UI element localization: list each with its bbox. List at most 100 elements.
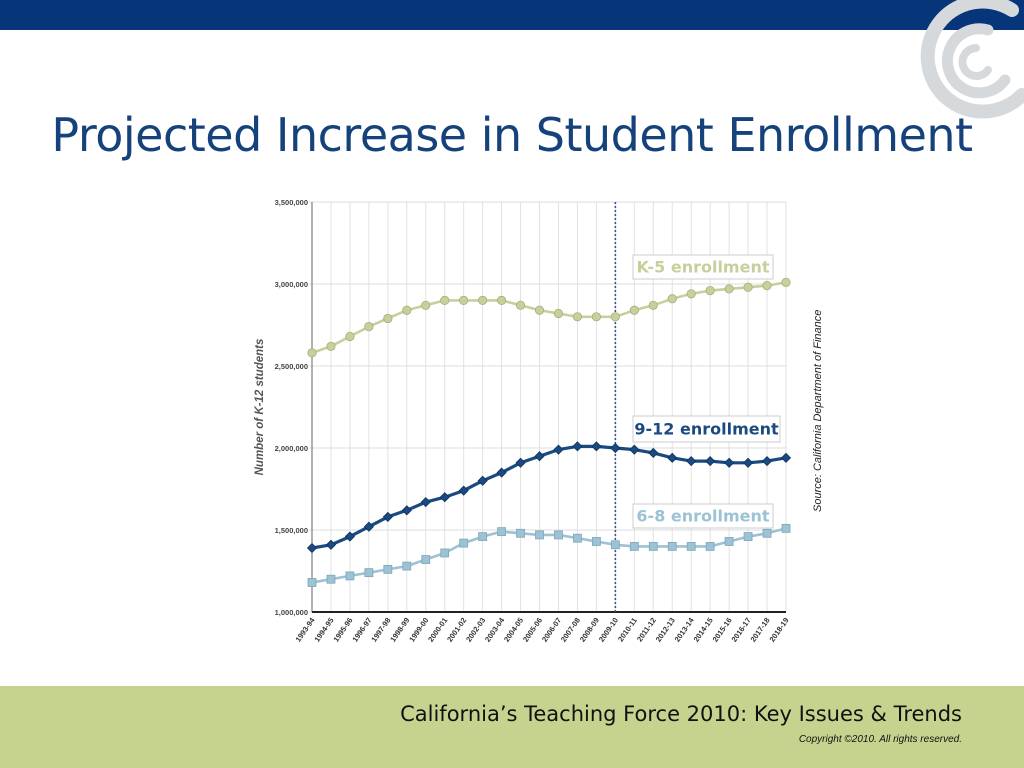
- series-line: [311, 444, 787, 550]
- data-point: [496, 467, 507, 478]
- series-label-box: [632, 503, 774, 529]
- data-point: [705, 456, 716, 467]
- data-point: [459, 538, 469, 548]
- top-banner: [0, 0, 1024, 30]
- y-tick-label: 1,500,000: [275, 526, 308, 535]
- data-point: [515, 300, 526, 310]
- data-point: [743, 532, 753, 541]
- data-point: [780, 452, 792, 463]
- data-point: [325, 539, 337, 550]
- data-point: [724, 284, 734, 294]
- data-point: [762, 528, 772, 538]
- series-label: 6-8 enrollment: [636, 507, 769, 526]
- data-point: [345, 331, 355, 342]
- data-point: [534, 305, 545, 315]
- y-tick-label: 1,000,000: [275, 608, 308, 617]
- data-point: [629, 541, 639, 551]
- swirl-logo-icon: [920, 0, 1024, 119]
- data-point: [402, 561, 412, 571]
- data-point: [553, 444, 564, 455]
- footer-band: California’s Teaching Force 2010: Key Is…: [0, 686, 1024, 768]
- enrollment-line-chart: 1,000,000 1,500,000 2,000,000 2,500,000 3,00…: [254, 198, 792, 644]
- data-point: [478, 532, 488, 541]
- data-point: [705, 285, 715, 296]
- y-tick-label: 3,500,000: [275, 198, 308, 207]
- data-point: [761, 456, 773, 467]
- data-point: [686, 289, 696, 299]
- data-point: [629, 305, 639, 315]
- data-point: [364, 568, 374, 578]
- y-tick-label: 2,500,000: [275, 362, 308, 371]
- data-point: [402, 305, 412, 315]
- data-point: [307, 348, 317, 358]
- y-tick-label: 2,000,000: [275, 444, 308, 453]
- data-point: [306, 542, 318, 554]
- data-point: [421, 555, 431, 564]
- data-point: [724, 537, 734, 546]
- data-point: [364, 322, 374, 332]
- data-point: [535, 530, 544, 540]
- data-point: [478, 295, 488, 306]
- data-point: [440, 295, 450, 306]
- series-line: [311, 281, 787, 355]
- data-point: [591, 537, 601, 546]
- data-point: [572, 312, 583, 322]
- footer-title: California’s Teaching Force 2010: Key Is…: [400, 702, 962, 726]
- data-point: [497, 527, 507, 537]
- footer-copyright: Copyright ©2010. All rights reserved.: [798, 734, 962, 745]
- data-point: [762, 281, 772, 291]
- data-point: [477, 475, 488, 486]
- data-point: [781, 277, 791, 287]
- data-point: [705, 541, 715, 551]
- slide-title: Projected Increase in Student Enrollment: [51, 108, 973, 162]
- data-point: [383, 564, 393, 574]
- data-point: [629, 444, 640, 455]
- data-point: [572, 441, 583, 452]
- data-point: [307, 578, 317, 587]
- data-point: [459, 295, 469, 306]
- data-point: [440, 548, 450, 558]
- series-label-box: [632, 254, 774, 280]
- data-point: [686, 541, 696, 551]
- data-point: [667, 541, 677, 551]
- data-point: [610, 442, 621, 454]
- data-point: [496, 295, 507, 306]
- data-point: [648, 300, 658, 310]
- data-point: [743, 457, 754, 468]
- series-label: K-5 enrollment: [636, 258, 769, 277]
- data-point: [724, 457, 735, 468]
- y-tick-label: 3,000,000: [275, 280, 308, 289]
- data-point: [591, 441, 602, 452]
- data-point: [591, 312, 601, 322]
- series-label: 9-12 enrollment: [634, 420, 779, 439]
- data-point: [344, 531, 355, 542]
- series-label-box: [632, 415, 781, 443]
- data-point: [648, 541, 658, 551]
- data-point: [534, 451, 545, 462]
- data-point: [781, 523, 791, 533]
- data-point: [383, 313, 393, 324]
- data-point: [515, 457, 526, 468]
- series-line: [311, 527, 787, 584]
- data-point: [553, 308, 564, 319]
- data-point: [363, 521, 374, 532]
- data-point: [326, 341, 336, 351]
- data-point: [648, 447, 659, 458]
- data-point: [610, 312, 620, 322]
- data-point: [326, 574, 336, 584]
- data-point: [421, 300, 431, 310]
- data-point: [610, 540, 620, 550]
- data-point: [345, 571, 355, 581]
- data-point: [686, 456, 697, 467]
- data-point: [743, 282, 753, 292]
- data-point: [401, 505, 412, 516]
- data-point: [573, 533, 582, 543]
- data-point: [554, 530, 563, 540]
- data-point: [667, 294, 677, 304]
- source-note: Source: California Department of Finance: [812, 309, 824, 512]
- data-point: [439, 492, 450, 503]
- data-point: [667, 452, 678, 463]
- y-axis-label: Number of K-12 students: [254, 339, 266, 476]
- x-tick-label: 2018-19: [767, 616, 790, 644]
- data-point: [516, 528, 525, 538]
